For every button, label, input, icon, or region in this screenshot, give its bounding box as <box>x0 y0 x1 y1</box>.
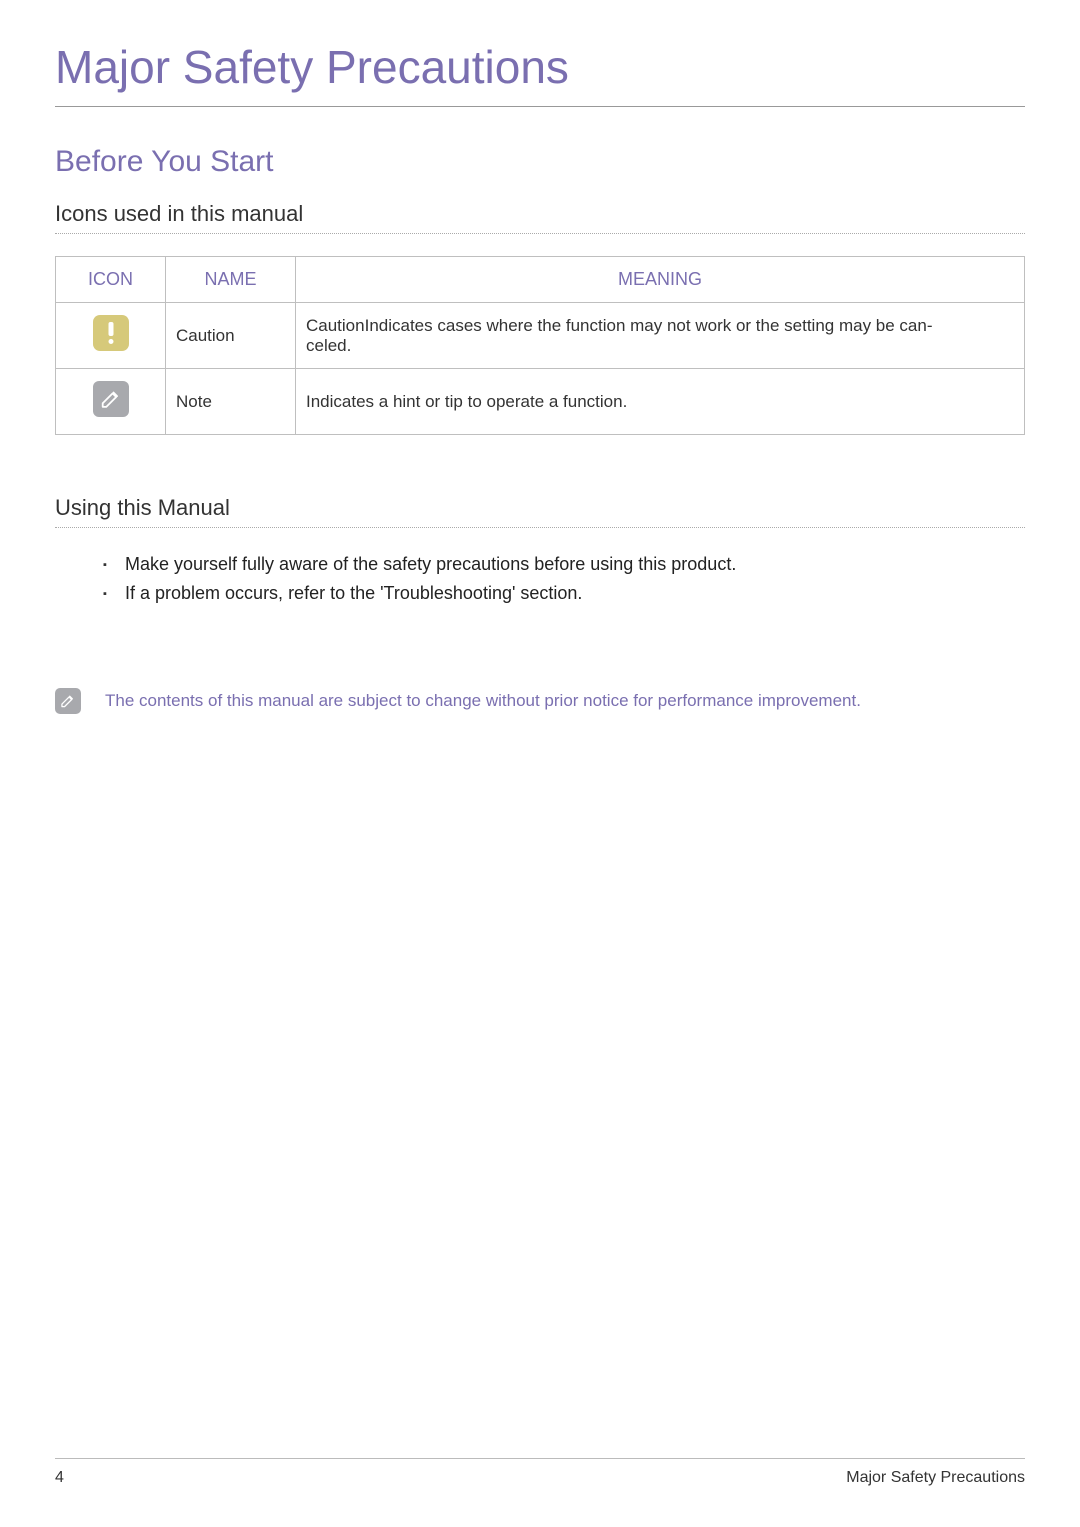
subsection-icons-title: Icons used in this manual <box>55 201 1025 234</box>
page-title: Major Safety Precautions <box>55 40 1025 107</box>
table-row: Caution CautionIndicates cases where the… <box>56 303 1025 369</box>
col-name: NAME <box>166 257 296 303</box>
table-row: Note Indicates a hint or tip to operate … <box>56 369 1025 435</box>
note-meaning: Indicates a hint or tip to operate a fun… <box>296 369 1025 435</box>
caution-icon <box>93 315 129 351</box>
change-notice-text: The contents of this manual are subject … <box>105 691 861 711</box>
caution-name: Caution <box>166 303 296 369</box>
pencil-icon <box>60 693 76 709</box>
list-item: If a problem occurs, refer to the 'Troub… <box>125 579 1025 608</box>
pencil-icon <box>100 388 122 410</box>
col-icon: ICON <box>56 257 166 303</box>
note-icon-cell <box>56 369 166 435</box>
note-icon <box>55 688 81 714</box>
icons-table: ICON NAME MEANING Caution CautionIndicat… <box>55 256 1025 435</box>
caution-icon-cell <box>56 303 166 369</box>
list-item: Make yourself fully aware of the safety … <box>125 550 1025 579</box>
note-icon <box>93 381 129 417</box>
caution-meaning: CautionIndicates cases where the functio… <box>296 303 1025 369</box>
note-name: Note <box>166 369 296 435</box>
change-notice: The contents of this manual are subject … <box>55 688 1025 714</box>
subsection-using-title: Using this Manual <box>55 495 1025 528</box>
manual-bullets: Make yourself fully aware of the safety … <box>55 550 1025 608</box>
col-meaning: MEANING <box>296 257 1025 303</box>
page-number: 4 <box>55 1469 64 1487</box>
section-title: Before You Start <box>55 145 1025 179</box>
footer-section: Major Safety Precautions <box>846 1469 1025 1487</box>
page-footer: 4 Major Safety Precautions <box>55 1458 1025 1487</box>
